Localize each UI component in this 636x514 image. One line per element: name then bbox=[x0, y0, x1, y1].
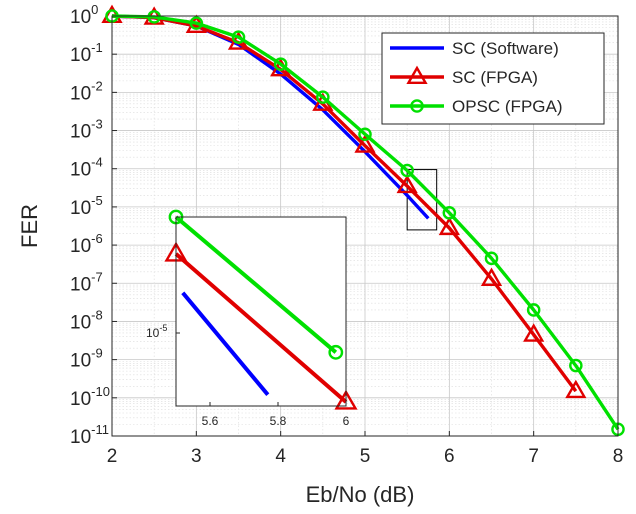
triangle-marker bbox=[565, 379, 587, 399]
x-tick-label: 6 bbox=[444, 446, 455, 467]
x-tick-label: 3 bbox=[191, 446, 202, 467]
circle-marker bbox=[569, 358, 583, 373]
circle-marker bbox=[442, 206, 457, 220]
inset-x-tick-label: 6 bbox=[343, 414, 350, 428]
inset-series-opsc-fpga-line bbox=[174, 215, 338, 354]
inset-series-sc-software-line bbox=[181, 291, 270, 396]
triangle-marker bbox=[354, 134, 376, 153]
series-sc-fpga-line bbox=[111, 14, 578, 393]
x-tick-label: 2 bbox=[107, 446, 118, 467]
y-tick-label: 10-3 bbox=[70, 117, 103, 143]
y-tick-label: 10-10 bbox=[70, 384, 110, 410]
x-tick-label: 4 bbox=[275, 446, 286, 467]
inset-series-sc-fpga-line bbox=[174, 252, 348, 404]
triangle-marker bbox=[406, 65, 428, 85]
circle-marker bbox=[273, 57, 288, 71]
inset-chart: 5.6 5.8 6 10-5 bbox=[146, 209, 358, 428]
legend-label-opsc-fpga: OPSC (FPGA) bbox=[452, 97, 563, 116]
circle-marker bbox=[147, 10, 161, 24]
y-tick-label: 10-7 bbox=[70, 269, 103, 295]
y-axis-label: FER bbox=[17, 204, 42, 248]
circle-marker bbox=[328, 344, 344, 360]
y-tick-label: 10-6 bbox=[70, 231, 103, 257]
x-tick-label: 7 bbox=[528, 446, 539, 467]
inset-x-tick-label: 5.8 bbox=[270, 414, 287, 428]
circle-marker bbox=[400, 163, 414, 178]
legend-label-sc-software: SC (Software) bbox=[452, 39, 559, 58]
circle-marker bbox=[189, 16, 204, 30]
series-opsc-fpga-line bbox=[111, 14, 620, 431]
main-series bbox=[101, 4, 625, 437]
inset-y-tick-label: 10-5 bbox=[146, 323, 167, 340]
triangle-marker bbox=[334, 389, 358, 410]
triangle-marker bbox=[438, 216, 460, 236]
main-ticks: 2 3 4 5 6 7 8 100 10-1 10-2 10-3 10-4 10-5 10-6 10-7 10… bbox=[70, 2, 623, 467]
inset-frame bbox=[175, 216, 347, 407]
y-tick-label: 10-2 bbox=[70, 78, 103, 104]
triangle-marker bbox=[523, 323, 545, 342]
circle-marker bbox=[526, 303, 541, 317]
inset-x-tick-label: 5.6 bbox=[202, 414, 219, 428]
legend-label-sc-fpga: SC (FPGA) bbox=[452, 68, 538, 87]
circle-marker bbox=[358, 127, 372, 142]
y-tick-label: 10-8 bbox=[70, 307, 103, 333]
y-tick-label: 10-1 bbox=[70, 40, 103, 66]
x-tick-label: 5 bbox=[360, 446, 371, 467]
y-tick-label: 10-5 bbox=[70, 193, 103, 219]
y-tick-label: 100 bbox=[70, 2, 98, 28]
x-axis-label: Eb/No (dB) bbox=[306, 482, 415, 507]
inset-background bbox=[176, 217, 346, 406]
triangle-marker bbox=[396, 174, 418, 194]
y-tick-label: 10-9 bbox=[70, 346, 103, 372]
circle-marker bbox=[231, 30, 246, 44]
circle-marker bbox=[316, 90, 330, 104]
circle-marker bbox=[410, 99, 424, 113]
y-tick-label: 10-4 bbox=[70, 155, 103, 181]
y-tick-label: 10-11 bbox=[70, 422, 109, 448]
circle-marker bbox=[484, 251, 499, 266]
x-tick-label: 8 bbox=[613, 446, 624, 467]
legend: SC (Software) SC (FPGA) OPSC (FPGA) bbox=[381, 32, 605, 125]
triangle-marker bbox=[480, 267, 503, 286]
